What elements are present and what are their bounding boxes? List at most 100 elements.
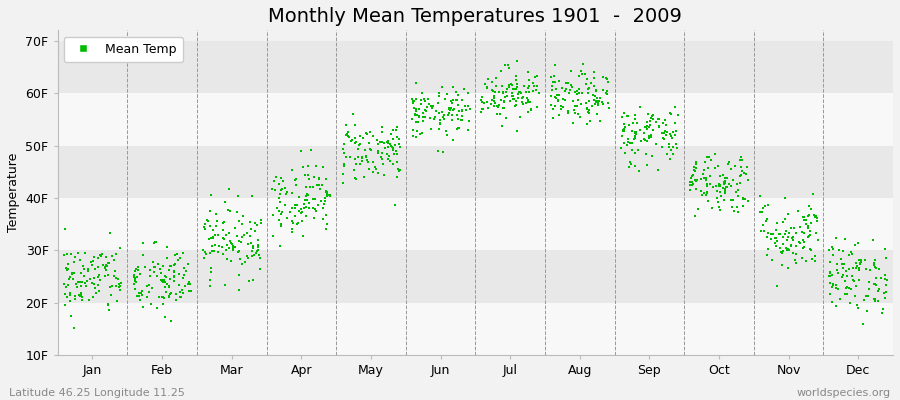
Point (823, 268, 837, 275)
Point (796, 236, 810, 243)
Point (455, 96, 470, 103)
Point (294, 206, 309, 212)
Point (872, 266, 886, 272)
Point (548, 79, 562, 85)
Point (554, 106, 568, 112)
Point (702, 154, 716, 160)
Point (788, 230, 803, 236)
Point (375, 129, 390, 135)
Point (390, 134, 404, 140)
Point (432, 126, 446, 132)
Point (409, 95, 423, 102)
Point (68, 296, 82, 302)
Point (547, 72, 562, 79)
Point (409, 80, 423, 86)
Point (563, 82, 578, 88)
Point (839, 267, 853, 274)
Point (830, 266, 844, 273)
Point (451, 124, 465, 131)
Point (409, 119, 423, 126)
Point (99, 267, 113, 273)
Point (216, 227, 230, 233)
Point (99, 254, 113, 260)
Point (622, 164, 636, 170)
Point (480, 98, 494, 105)
Point (523, 98, 537, 105)
Point (778, 195, 792, 202)
Point (166, 273, 181, 279)
Point (754, 209, 769, 216)
Point (642, 135, 656, 141)
Point (218, 199, 232, 206)
Point (825, 244, 840, 250)
Point (292, 194, 306, 201)
Point (407, 98, 421, 104)
Point (431, 148, 446, 154)
Point (850, 262, 865, 269)
Point (212, 242, 226, 249)
Point (104, 292, 118, 298)
Point (475, 106, 490, 112)
Point (160, 281, 175, 287)
Point (136, 304, 150, 311)
Point (147, 240, 161, 246)
Point (253, 254, 267, 261)
Point (837, 278, 851, 284)
Point (368, 164, 382, 171)
Point (418, 107, 432, 113)
Point (496, 89, 510, 95)
Point (823, 273, 837, 279)
Point (299, 192, 313, 199)
Point (86, 258, 100, 264)
Point (248, 220, 263, 226)
Point (81, 266, 95, 272)
Point (662, 110, 677, 117)
Point (699, 154, 714, 160)
Point (791, 208, 806, 214)
Point (76, 266, 91, 272)
Point (693, 175, 707, 182)
Point (442, 105, 456, 111)
Point (181, 261, 195, 268)
Point (488, 89, 502, 96)
Point (151, 261, 166, 267)
Point (319, 188, 333, 195)
Point (362, 140, 376, 147)
Point (522, 89, 536, 96)
Point (112, 281, 126, 287)
Point (251, 244, 266, 250)
Point (683, 186, 698, 193)
Point (302, 199, 316, 206)
Point (284, 209, 298, 215)
Point (874, 275, 888, 281)
Point (627, 135, 642, 142)
Point (78, 280, 93, 286)
Point (574, 90, 589, 96)
Point (571, 103, 585, 109)
Point (829, 285, 843, 292)
Point (489, 75, 503, 81)
Point (294, 210, 309, 216)
Point (311, 202, 326, 208)
Point (311, 182, 326, 188)
Point (158, 284, 172, 290)
Point (243, 219, 257, 225)
Point (60, 282, 75, 288)
Point (616, 127, 631, 134)
Point (296, 164, 310, 170)
Point (494, 67, 508, 74)
Point (627, 129, 642, 135)
Point (643, 121, 657, 128)
Point (319, 212, 333, 218)
Point (348, 122, 363, 128)
Point (371, 148, 385, 154)
Point (86, 294, 101, 300)
Point (710, 188, 724, 194)
Point (392, 143, 407, 150)
Point (737, 170, 751, 176)
Point (508, 86, 522, 93)
Point (231, 272, 246, 278)
Point (702, 181, 716, 187)
Point (592, 95, 607, 101)
Point (808, 214, 823, 220)
